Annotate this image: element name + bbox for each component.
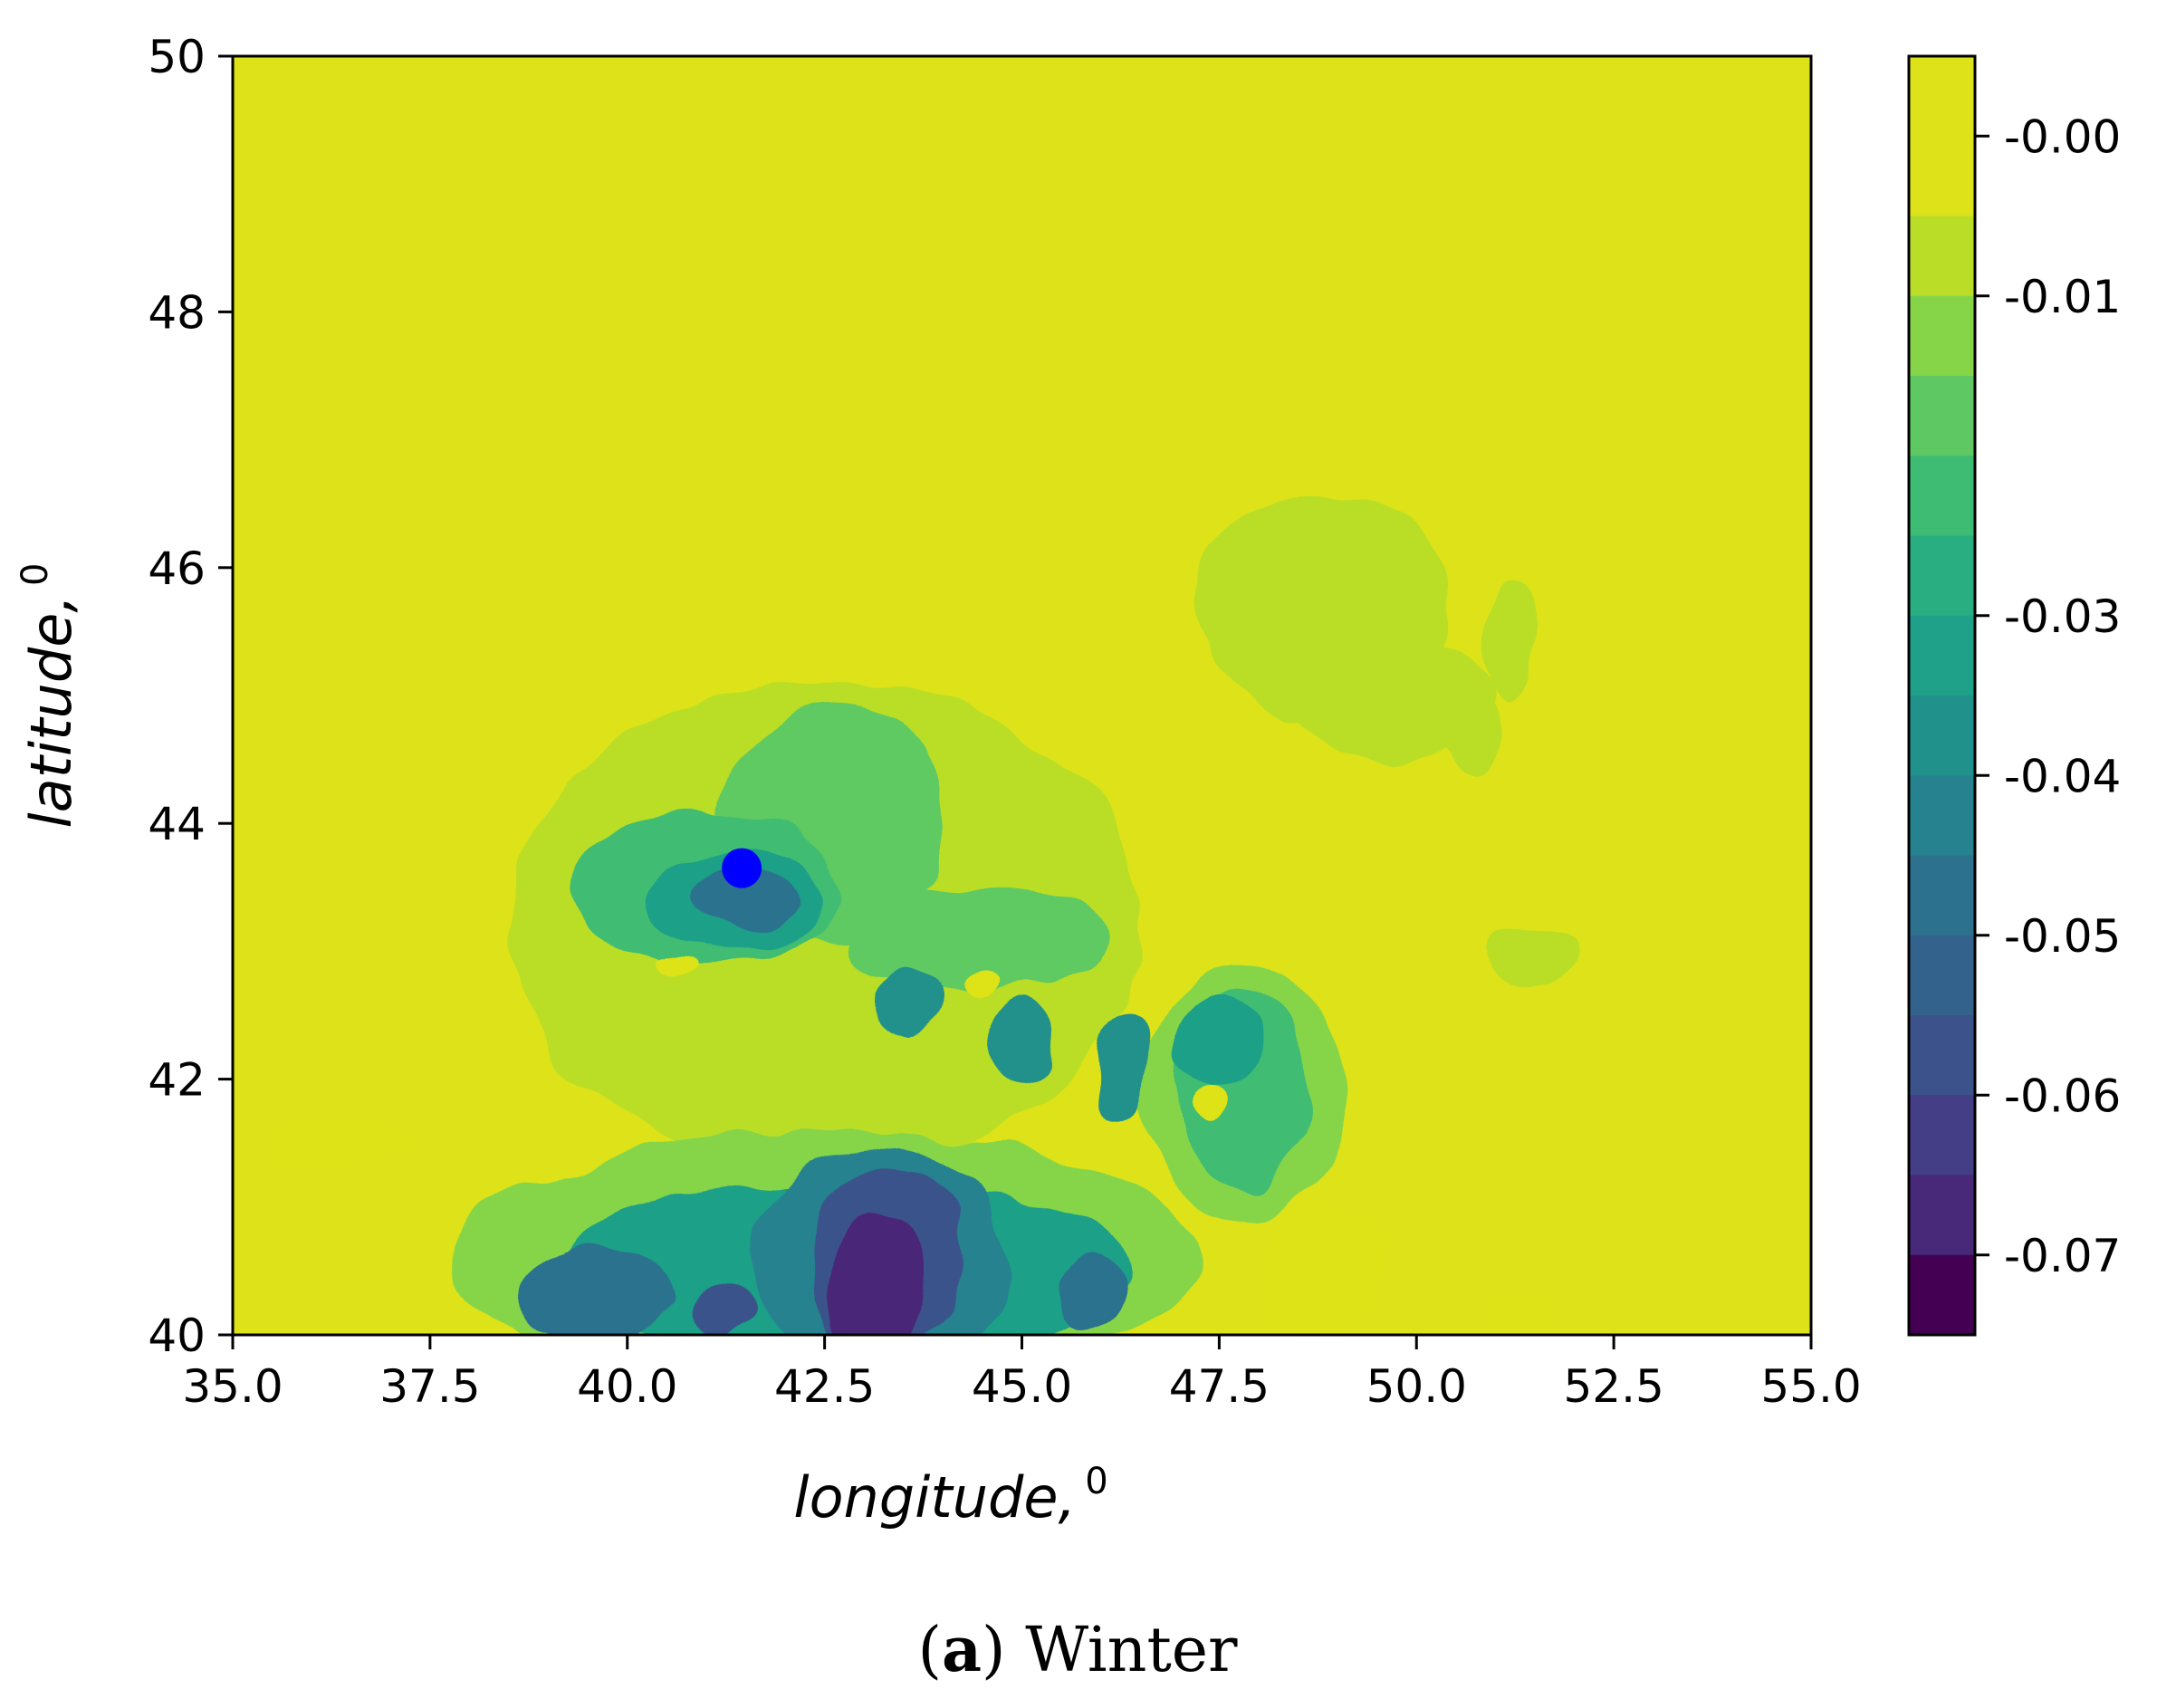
y-tick-label: 48 <box>148 286 206 339</box>
y-tick-label: 50 <box>148 31 206 83</box>
colorbar-tick-label: -0.03 <box>2004 590 2121 643</box>
contour-region-30 <box>650 954 699 974</box>
colorbar: -0.00 -0.01 -0.03 -0.04 -0.05 -0.06 -0.07 <box>1907 54 2121 1337</box>
contour-region-9 <box>848 887 1117 990</box>
y-tick-label: 44 <box>148 798 206 850</box>
colorbar-bands <box>1909 56 1975 1336</box>
colorbar-band <box>1909 535 1975 617</box>
figure-caption: (a) Winter <box>917 1614 1238 1686</box>
colorbar-band <box>1909 216 1975 297</box>
x-tick-label: 40.0 <box>577 1360 677 1413</box>
colorbar-band <box>1909 935 1975 1016</box>
colorbar-band <box>1909 295 1975 377</box>
x-axis: 35.0 37.5 40.0 42.5 45.0 47.5 50.0 52.5 55.0 <box>182 1335 1862 1413</box>
colorbar-band <box>1909 696 1975 776</box>
colorbar-tick-label: -0.05 <box>2004 910 2121 963</box>
x-tick-label: 37.5 <box>379 1360 480 1413</box>
contour-region-15 <box>990 1000 1054 1082</box>
x-tick-label: 42.5 <box>774 1360 875 1413</box>
colorbar-band <box>1909 56 1975 216</box>
contour-region-13 <box>690 868 801 933</box>
plot-area <box>231 54 1813 1337</box>
contour-region-26 <box>1495 1296 1543 1335</box>
colorbar-tick-label: -0.00 <box>2004 110 2121 163</box>
colorbar-tick-label: -0.01 <box>2004 271 2121 323</box>
contour-region-17 <box>1175 995 1263 1086</box>
contour-region-5 <box>1479 929 1575 986</box>
colorbar-band <box>1909 855 1975 936</box>
colorbar-band <box>1909 376 1975 456</box>
contour-region-16 <box>1097 1015 1153 1118</box>
contour-region-25 <box>1258 1200 1385 1335</box>
contour-region-23 <box>686 1283 758 1335</box>
colorbar-band <box>1909 456 1975 536</box>
y-tick-label: 40 <box>148 1310 206 1362</box>
colorbar-band <box>1909 1015 1975 1096</box>
colorbar-frame <box>1907 54 1977 1337</box>
colorbar-band <box>1909 615 1975 696</box>
colorbar-band <box>1909 1254 1975 1336</box>
y-tick-label: 46 <box>148 542 206 595</box>
colorbar-band <box>1909 1175 1975 1256</box>
x-tick-label: 55.0 <box>1760 1360 1861 1413</box>
contour-region-24 <box>1057 1258 1129 1335</box>
colorbar-tick-label: -0.04 <box>2004 750 2121 802</box>
x-axis-label: longitude, 0 <box>793 1461 1107 1530</box>
contour-region-28 <box>1191 1085 1232 1125</box>
y-axis-label: latitude,0 <box>14 562 84 828</box>
x-tick-label: 35.0 <box>182 1360 283 1413</box>
contour-background <box>233 56 1811 1335</box>
y-tick-label: 42 <box>148 1054 206 1107</box>
contour-region-20 <box>516 1252 676 1335</box>
y-axis: 40 42 44 46 48 50 <box>148 31 233 1362</box>
colorbar-band <box>1909 1095 1975 1175</box>
colorbar-tick-label: -0.07 <box>2004 1230 2121 1282</box>
contour-region-2 <box>1289 631 1496 760</box>
location-marker <box>722 848 762 888</box>
colorbar-ticks: -0.00 -0.01 -0.03 -0.04 -0.05 -0.06 -0.07 <box>1975 110 2121 1282</box>
x-tick-label: 45.0 <box>972 1360 1072 1413</box>
contour-region-22 <box>828 1213 932 1335</box>
contour-region-3 <box>1487 580 1535 709</box>
contour-region-4 <box>1443 696 1500 772</box>
colorbar-band <box>1909 775 1975 856</box>
x-tick-label: 52.5 <box>1563 1360 1663 1413</box>
contour-region-29 <box>963 973 1002 993</box>
contour-region-14 <box>883 966 939 1039</box>
contour-fills <box>272 491 1575 1335</box>
colorbar-tick-label: -0.06 <box>2004 1070 2121 1122</box>
contour-region-27 <box>272 1117 415 1169</box>
x-tick-label: 47.5 <box>1169 1360 1270 1413</box>
x-tick-label: 50.0 <box>1366 1360 1467 1413</box>
